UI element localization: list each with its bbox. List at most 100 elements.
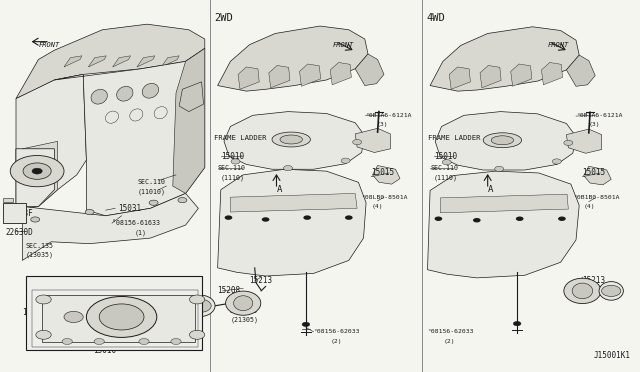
Circle shape: [36, 295, 51, 304]
Polygon shape: [22, 141, 58, 208]
Polygon shape: [64, 56, 82, 67]
Circle shape: [178, 198, 187, 203]
Ellipse shape: [272, 132, 310, 147]
Circle shape: [345, 215, 353, 220]
Text: FRONT: FRONT: [38, 42, 60, 48]
Circle shape: [85, 209, 94, 215]
Text: FRONT: FRONT: [547, 42, 568, 48]
Circle shape: [442, 160, 451, 165]
Polygon shape: [3, 203, 26, 223]
Text: (21305): (21305): [230, 317, 259, 323]
Circle shape: [99, 304, 144, 330]
Text: 4WD: 4WD: [427, 13, 445, 23]
Circle shape: [189, 330, 205, 339]
Polygon shape: [440, 194, 568, 213]
Polygon shape: [3, 198, 13, 202]
Text: VIEW "A": VIEW "A": [50, 276, 87, 285]
Polygon shape: [480, 65, 501, 88]
Circle shape: [284, 166, 292, 171]
Ellipse shape: [142, 83, 159, 98]
Text: 15010: 15010: [221, 152, 244, 161]
Circle shape: [23, 163, 51, 179]
Polygon shape: [224, 112, 365, 169]
Polygon shape: [54, 48, 205, 216]
Circle shape: [495, 166, 504, 171]
Text: 22630D: 22630D: [5, 228, 33, 237]
Circle shape: [36, 330, 51, 339]
Text: (1110): (1110): [221, 174, 244, 181]
Polygon shape: [541, 62, 563, 85]
Polygon shape: [22, 193, 198, 260]
Text: °08LB0-8501A: °08LB0-8501A: [362, 195, 408, 200]
Text: °08156-62033: °08156-62033: [428, 329, 474, 334]
Polygon shape: [161, 56, 179, 67]
Ellipse shape: [492, 136, 514, 145]
Circle shape: [516, 217, 524, 221]
Text: (3): (3): [377, 122, 388, 127]
Text: 15015: 15015: [371, 169, 394, 177]
Text: FRONT: FRONT: [333, 42, 354, 48]
Ellipse shape: [130, 109, 143, 121]
Text: 15066M: 15066M: [22, 308, 50, 317]
Ellipse shape: [226, 291, 261, 315]
Circle shape: [564, 140, 573, 145]
Polygon shape: [173, 48, 205, 193]
Polygon shape: [16, 149, 54, 206]
Polygon shape: [430, 27, 579, 91]
Text: 15068F: 15068F: [5, 209, 33, 218]
Polygon shape: [269, 65, 290, 88]
Circle shape: [513, 321, 521, 326]
Text: °0B1A6-6121A: °0B1A6-6121A: [365, 113, 412, 118]
Polygon shape: [584, 166, 611, 185]
Circle shape: [31, 217, 40, 222]
Ellipse shape: [599, 282, 623, 300]
Circle shape: [435, 217, 442, 221]
Circle shape: [139, 339, 149, 344]
Circle shape: [188, 299, 211, 312]
Text: 2WD: 2WD: [214, 13, 233, 23]
Text: SEC.110: SEC.110: [430, 165, 458, 171]
Circle shape: [10, 155, 64, 187]
Text: 15010: 15010: [93, 346, 116, 355]
Text: 15208: 15208: [584, 286, 607, 295]
Polygon shape: [372, 166, 400, 184]
Ellipse shape: [91, 89, 108, 104]
Text: A: A: [488, 185, 493, 194]
Text: 15213: 15213: [250, 276, 273, 285]
Text: J15001K1: J15001K1: [593, 351, 630, 360]
Ellipse shape: [564, 278, 601, 304]
Polygon shape: [218, 26, 368, 91]
Text: (3): (3): [588, 122, 600, 127]
Ellipse shape: [483, 133, 522, 148]
Text: 15213: 15213: [582, 276, 605, 285]
Polygon shape: [566, 55, 595, 86]
Polygon shape: [16, 149, 54, 164]
Circle shape: [262, 217, 269, 222]
Circle shape: [341, 158, 350, 163]
Ellipse shape: [280, 135, 302, 144]
Text: 15208: 15208: [218, 286, 241, 295]
Polygon shape: [355, 54, 384, 86]
Polygon shape: [88, 56, 106, 67]
Circle shape: [62, 339, 72, 344]
Text: (2): (2): [331, 339, 342, 344]
Ellipse shape: [234, 296, 253, 311]
Text: SEC.213: SEC.213: [229, 308, 257, 314]
Polygon shape: [16, 74, 86, 210]
Text: (11010): (11010): [138, 188, 166, 195]
Text: °0B1B0-8501A: °0B1B0-8501A: [573, 195, 620, 200]
Text: SEC.110: SEC.110: [218, 165, 246, 171]
Polygon shape: [355, 128, 390, 153]
Circle shape: [552, 159, 561, 164]
Text: FRAME LADDER: FRAME LADDER: [214, 135, 267, 141]
Polygon shape: [218, 169, 366, 276]
Polygon shape: [566, 129, 602, 153]
Text: (4): (4): [372, 204, 383, 209]
Text: 15031: 15031: [118, 204, 141, 213]
Circle shape: [64, 311, 83, 323]
Polygon shape: [428, 171, 579, 278]
Circle shape: [353, 140, 362, 145]
Circle shape: [231, 159, 240, 164]
Circle shape: [302, 322, 310, 327]
Circle shape: [303, 215, 311, 220]
